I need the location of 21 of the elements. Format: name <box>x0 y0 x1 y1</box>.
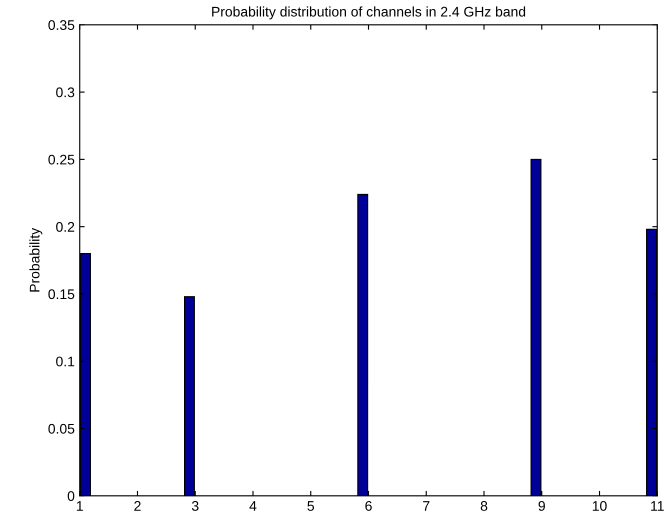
x-tick-label: 2 <box>134 501 141 511</box>
y-tick-label: 0.05 <box>48 424 74 434</box>
x-tick-label: 1 <box>76 501 83 511</box>
x-tick-label: 9 <box>538 501 545 511</box>
y-tick-label: 0 <box>68 491 74 501</box>
x-tick-label: 4 <box>249 501 256 511</box>
y-tick-label: 0.2 <box>56 222 74 232</box>
x-tick-label: 8 <box>480 501 488 511</box>
x-tick-label: 10 <box>592 501 607 511</box>
y-tick-label: 0.3 <box>56 87 74 98</box>
x-tick-label: 6 <box>365 501 372 511</box>
y-axis-title: Probability <box>29 228 42 292</box>
y-tick-label: 0.35 <box>48 20 74 30</box>
x-tick-label: 3 <box>192 501 198 511</box>
x-tick-label: 11 <box>651 501 664 511</box>
y-tick-label: 0.1 <box>56 356 74 366</box>
y-tick-label: 0.15 <box>48 289 74 300</box>
x-tick-label: 7 <box>423 501 430 511</box>
chart-title: Probability distribution of channels in 2.4 GHz band <box>212 6 526 20</box>
y-tick-label: 0.25 <box>48 154 74 165</box>
x-tick-label: 5 <box>307 501 314 511</box>
